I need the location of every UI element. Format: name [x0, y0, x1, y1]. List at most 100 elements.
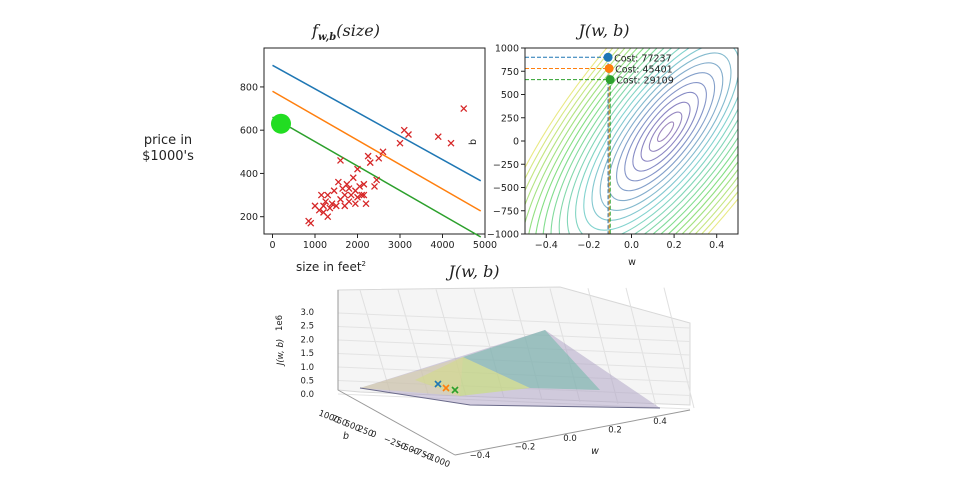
size-label-sup: 2 [361, 260, 366, 268]
data-point [373, 176, 381, 184]
cost-label: Cost: 77237 [614, 53, 672, 64]
linear-fit-chart: fw,b(size) 0 1000 2000 3000 4000 5000 200 400 60… [240, 21, 497, 251]
contour-line [607, 62, 724, 202]
contour-line [632, 91, 699, 172]
pane-grid-line [359, 289, 391, 393]
contour-line [616, 72, 716, 192]
data-point [360, 191, 368, 199]
y-tick-label: 750 [501, 67, 519, 78]
z-tick-label: 0.0 [300, 390, 314, 400]
data-point [360, 180, 368, 188]
chart2-title: J(w, b) [575, 21, 629, 40]
w-tick-label: −0.2 [515, 443, 536, 453]
data-point [366, 159, 374, 167]
data-point [460, 105, 468, 113]
data-point [328, 200, 336, 208]
x-tick-label: 0.0 [624, 240, 639, 251]
w-tick-label: 0.2 [608, 426, 622, 436]
data-point [324, 191, 332, 199]
data-point [351, 200, 359, 208]
price-label-line2: $1000's [142, 149, 194, 164]
x-tick-label: 2000 [345, 240, 369, 251]
x-tick-label: 5000 [473, 240, 497, 251]
y-tick-label: 200 [240, 212, 258, 223]
pane-grid-line [337, 326, 691, 342]
y-tick-label: −1000 [487, 230, 519, 241]
z-tick-label: 2.0 [300, 335, 314, 345]
size-axis-label: size in feet2 [296, 260, 366, 274]
pane-grid-line [337, 312, 691, 329]
x-tick-label: −0.4 [535, 240, 558, 251]
contour-line [640, 101, 691, 162]
b-tick-label: 0 [369, 429, 378, 440]
data-point [332, 202, 340, 210]
x-tick-label: 3000 [388, 240, 412, 251]
cost-point [604, 63, 614, 73]
contour-line [542, 48, 738, 234]
data-point [305, 217, 313, 225]
chart1-title: fw,b(size) [311, 21, 380, 43]
z-tick-label: 2.5 [300, 322, 314, 332]
contour-line [525, 48, 738, 234]
w-tick-label: −0.4 [470, 451, 491, 461]
x-tick-label: 1000 [303, 240, 327, 251]
chart3-w-label: w [591, 446, 599, 457]
surface-point [451, 386, 459, 394]
surface-edge [359, 387, 661, 409]
x-tick-label: 4000 [430, 240, 454, 251]
chart3-multiplier: 1e6 [275, 315, 285, 331]
surface-left [360, 357, 463, 396]
data-point [330, 187, 338, 195]
contour-line [599, 52, 732, 211]
y-tick-label: −750 [493, 206, 519, 217]
surface-ridge [463, 330, 600, 390]
surface-point [442, 384, 450, 392]
surface-point [434, 380, 442, 388]
contour-line [656, 121, 675, 143]
z-tick-label: 1.0 [300, 363, 314, 373]
w-tick-label: 0.0 [563, 434, 577, 444]
y-tick-label: −250 [493, 160, 519, 171]
regression-line [272, 116, 482, 238]
chart3-zlabel: J(w, b) [276, 339, 286, 367]
b-axis-line [337, 389, 456, 456]
contour-line [525, 48, 738, 234]
y-tick-label: 1000 [495, 44, 519, 55]
data-point [354, 165, 361, 173]
data-point [343, 180, 351, 188]
contour-line [648, 111, 683, 152]
data-point [317, 191, 325, 199]
w-tick-label: 0.4 [653, 417, 667, 427]
b-tick-label: −1000 [421, 450, 451, 470]
pane-grid-line [663, 287, 695, 409]
data-point [396, 139, 404, 147]
contour-line [525, 48, 738, 234]
x-tick-label: 0 [269, 240, 275, 251]
data-point [405, 131, 412, 138]
data-point [349, 174, 357, 182]
data-point [337, 157, 344, 164]
x-tick-label: 0.4 [709, 240, 724, 251]
data-point [320, 202, 327, 210]
data-point [345, 198, 353, 206]
y-tick-label: 0 [513, 137, 519, 148]
y-tick-label: −500 [493, 183, 519, 194]
chart3-b-label: b [343, 431, 349, 442]
data-point [322, 198, 330, 206]
z-tick-label: 1.5 [300, 349, 314, 359]
size-label-text: size in feet [296, 260, 362, 274]
contour-line [583, 48, 738, 231]
cost-label: Cost: 45401 [615, 64, 673, 75]
data-point [379, 148, 387, 156]
data-point [345, 185, 353, 193]
cost-point [605, 75, 615, 85]
data-point [364, 152, 372, 160]
chart2-ylabel: b [468, 139, 479, 145]
z-tick-label: 3.0 [300, 308, 314, 318]
y-tick-label: 500 [501, 90, 519, 101]
y-tick-label: 600 [240, 126, 258, 137]
data-point [356, 182, 364, 190]
data-point [447, 139, 455, 147]
data-point [341, 191, 349, 199]
